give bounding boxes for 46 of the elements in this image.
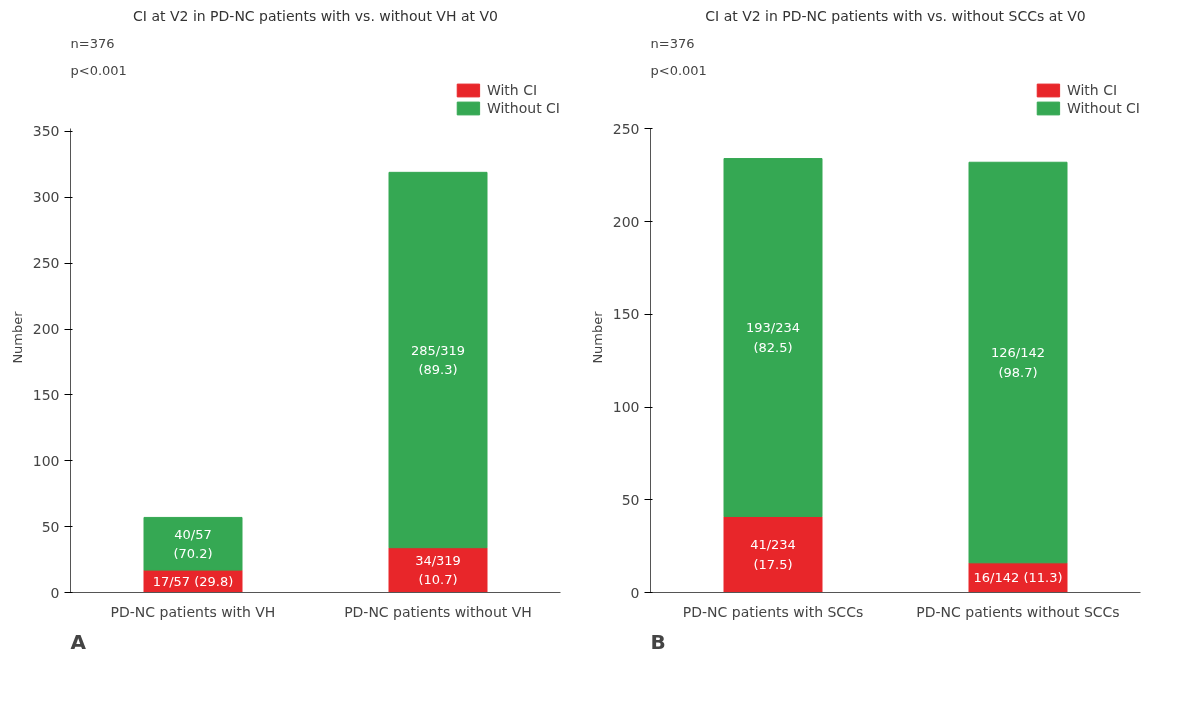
y-tick-label: 250 xyxy=(612,120,640,137)
x-tick-label: PD-NC patients with SCCs xyxy=(682,603,864,620)
text: p<0.001 xyxy=(650,62,707,78)
legend-label: With CI xyxy=(486,82,538,98)
data-label: 126/142 (98.7) xyxy=(991,345,1046,380)
y-tick-label: 300 xyxy=(32,189,60,206)
x-tick-label: PD-NC patients without VH xyxy=(344,603,532,620)
y-axis-title: Number xyxy=(9,310,25,364)
data-label: 17/57 (29.8) xyxy=(152,573,234,589)
y-tick-label: 0 xyxy=(630,584,640,601)
y-tick-label: 100 xyxy=(32,452,60,469)
y-tick-label: 150 xyxy=(612,306,640,323)
bar xyxy=(388,547,488,593)
bar xyxy=(723,158,823,517)
chart-title: CI at V2 in PD-NC patients with vs. without SCCs at V0 xyxy=(705,7,1086,24)
data-label: 193/234 (82.5) xyxy=(746,320,801,355)
data-label: 34/319 (10.7) xyxy=(415,552,461,588)
chart-title: CI at V2 in PD-NC patients with vs. without VH at V0 xyxy=(133,7,498,24)
bar xyxy=(723,515,823,593)
text: B xyxy=(650,629,666,654)
y-tick-label: 50 xyxy=(41,518,60,535)
text: n=376 xyxy=(70,35,115,51)
data-label: 16/142 (11.3) xyxy=(973,570,1063,586)
y-tick-label: 150 xyxy=(32,386,60,403)
bar xyxy=(143,516,243,571)
text: n=376 xyxy=(650,35,695,51)
y-tick-label: 100 xyxy=(612,399,640,416)
legend-label: With CI xyxy=(1066,82,1118,98)
y-axis-title: Number xyxy=(589,310,605,364)
legend-label: Without CI xyxy=(486,100,560,116)
data-label: 285/319 (89.3) xyxy=(411,342,466,378)
y-tick-label: 50 xyxy=(621,491,640,508)
bar xyxy=(388,171,488,549)
data-label: 40/57 (70.2) xyxy=(173,526,213,562)
y-tick-label: 0 xyxy=(50,584,60,601)
y-tick-label: 200 xyxy=(612,213,640,230)
y-tick-label: 200 xyxy=(32,321,60,338)
x-tick-label: PD-NC patients with VH xyxy=(110,603,276,620)
x-tick-label: PD-NC patients without SCCs xyxy=(916,603,1120,620)
text: p<0.001 xyxy=(70,62,127,78)
y-tick-label: 250 xyxy=(32,255,60,272)
y-tick-label: 350 xyxy=(32,123,60,140)
text: A xyxy=(70,629,87,654)
bar xyxy=(968,161,1068,564)
data-label: 41/234 (17.5) xyxy=(750,537,796,572)
legend-label: Without CI xyxy=(1066,100,1140,116)
